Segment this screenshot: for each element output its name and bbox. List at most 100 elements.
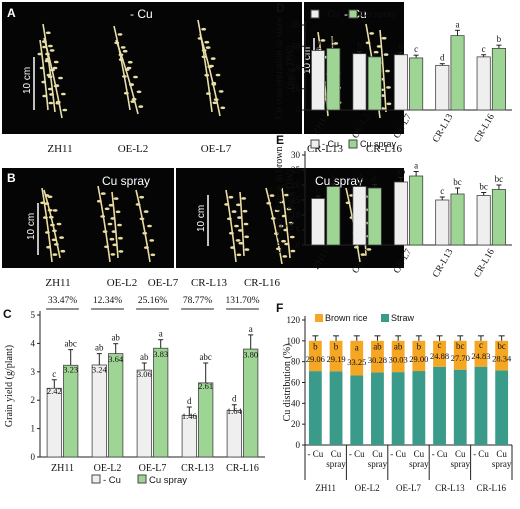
bar-brown-rice [391, 340, 405, 373]
grain [244, 248, 250, 251]
x-tick-label: ZH11 [51, 463, 74, 474]
bar-brown-rice [371, 340, 384, 373]
bar-cu-spray [367, 187, 382, 246]
legend-label-straw: Straw [391, 313, 415, 323]
grain [127, 60, 133, 64]
grain [135, 203, 141, 206]
y-tick-label: 5 [296, 225, 301, 235]
grain [266, 201, 272, 205]
panicle-stem [111, 191, 119, 259]
x-tick-label: - Cu [349, 449, 365, 459]
panel-a-line-label: OE-L7 [201, 143, 232, 155]
y-tick-label: 10 [291, 210, 301, 220]
significance-letter: abc [64, 339, 77, 349]
grain [104, 245, 109, 249]
bar-cu-spray [450, 35, 465, 111]
panel-a-line-label: ZH11 [47, 143, 72, 155]
significance-letter: d [440, 53, 445, 63]
panicle-stem [97, 185, 111, 263]
panel-b-line-label: CR-L16 [244, 277, 281, 289]
significance-letter: bc [497, 341, 506, 351]
y-tick-label: 1 [31, 424, 36, 434]
bar-cu-spray [326, 186, 341, 246]
data-label: 2.61 [198, 381, 213, 391]
bar-straw [495, 370, 509, 445]
grain [45, 31, 51, 35]
panicle-stem [113, 25, 131, 111]
grain [118, 250, 124, 253]
y-tick-label: 120 [287, 315, 301, 325]
bar-brown-rice [412, 340, 426, 372]
panel-a-scale-right: 10 cm [302, 47, 313, 74]
grain [369, 32, 375, 35]
grain [286, 207, 292, 211]
y-tick-label: 20 [291, 180, 301, 190]
x-tick-label: CR-L16 [226, 463, 259, 474]
grain [213, 98, 219, 101]
panicle-stem [43, 37, 63, 119]
x-tick-label: CR-L13 [431, 112, 455, 144]
grain [37, 52, 43, 56]
grain [147, 224, 152, 228]
significance-letter: b [334, 341, 339, 351]
panel-a: A - Cu - Cu 10 cm 10 cm ZH11 OE-L2 OE-L7… [2, 2, 404, 155]
panel-b: B Cu spray Cu spray 10 cm 10 cm ZH11 OE-… [2, 168, 404, 289]
grain [53, 243, 59, 246]
grain [376, 45, 382, 48]
grain [386, 86, 391, 89]
data-label: 30.03 [389, 355, 408, 365]
data-label: 3.23 [63, 365, 78, 375]
y-tick-label: 15 [291, 195, 301, 205]
y-tick-label: 20 [291, 63, 301, 73]
bar-brown-rice [453, 340, 467, 370]
significance-letter: ab [140, 352, 149, 362]
bar-cu-spray [326, 47, 341, 111]
grain [234, 224, 239, 228]
legend-label-cu-spray: Cu spray [149, 475, 187, 486]
x-tick-label: spray [451, 459, 471, 469]
grain [53, 84, 59, 88]
grain [201, 49, 207, 52]
grain [46, 245, 51, 249]
data-label: 3.80 [243, 350, 258, 360]
panicle-stem [281, 187, 291, 259]
data-label: 29.06 [306, 354, 325, 364]
panicle-stem [265, 187, 283, 265]
y-axis-label-line: Cu concentration in straw [274, 15, 285, 119]
x-tick-label: spray [492, 459, 512, 469]
grain [96, 199, 102, 203]
bar-brown-rice [495, 340, 509, 371]
grain [122, 49, 128, 53]
panicle-stem [41, 187, 53, 263]
y-axis-label-line: Cu concentration in brown [274, 147, 285, 254]
group-label: CR-L16 [477, 483, 507, 493]
panel-b-photo-left [2, 168, 174, 268]
grain [107, 222, 113, 226]
grain [53, 60, 59, 64]
bar-brown-rice [350, 340, 364, 376]
grain [220, 106, 226, 110]
panel-a-line-label: OE-L2 [118, 143, 149, 155]
panicle-stem [43, 189, 61, 259]
grain [58, 76, 63, 80]
bar-cu-spray [63, 364, 79, 458]
group-label: ZH11 [315, 483, 336, 493]
y-tick-label: 0 [31, 452, 36, 462]
chart-panel-letter: C [3, 307, 12, 321]
grain [218, 90, 224, 93]
grain [224, 203, 230, 206]
grain [42, 94, 48, 98]
bar-cu-spray [243, 348, 259, 458]
data-label: 1.46 [182, 411, 197, 421]
y-tick-label: 40 [291, 20, 301, 30]
significance-letter: b [331, 35, 336, 45]
y-tick-label: 20 [291, 419, 301, 429]
bar-straw [350, 375, 364, 445]
panicle-stem [379, 29, 387, 113]
significance-letter: ab [370, 173, 379, 183]
significance-letter: ab [394, 342, 403, 352]
grain [133, 75, 138, 79]
grain [52, 253, 58, 256]
grain [205, 46, 211, 49]
significance-letter: c [438, 340, 442, 350]
